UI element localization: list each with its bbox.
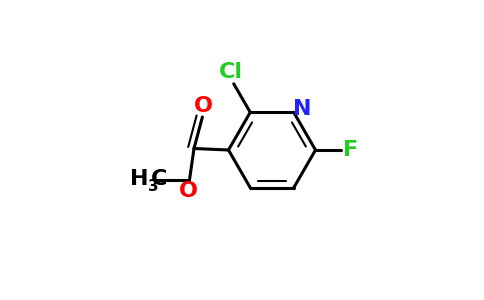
Text: N: N xyxy=(293,99,311,119)
Text: O: O xyxy=(194,96,213,116)
Text: 3: 3 xyxy=(148,179,158,194)
Text: O: O xyxy=(179,182,197,201)
Text: F: F xyxy=(343,140,359,160)
Text: H: H xyxy=(131,169,149,189)
Text: Cl: Cl xyxy=(219,62,243,82)
Text: C: C xyxy=(151,169,167,189)
